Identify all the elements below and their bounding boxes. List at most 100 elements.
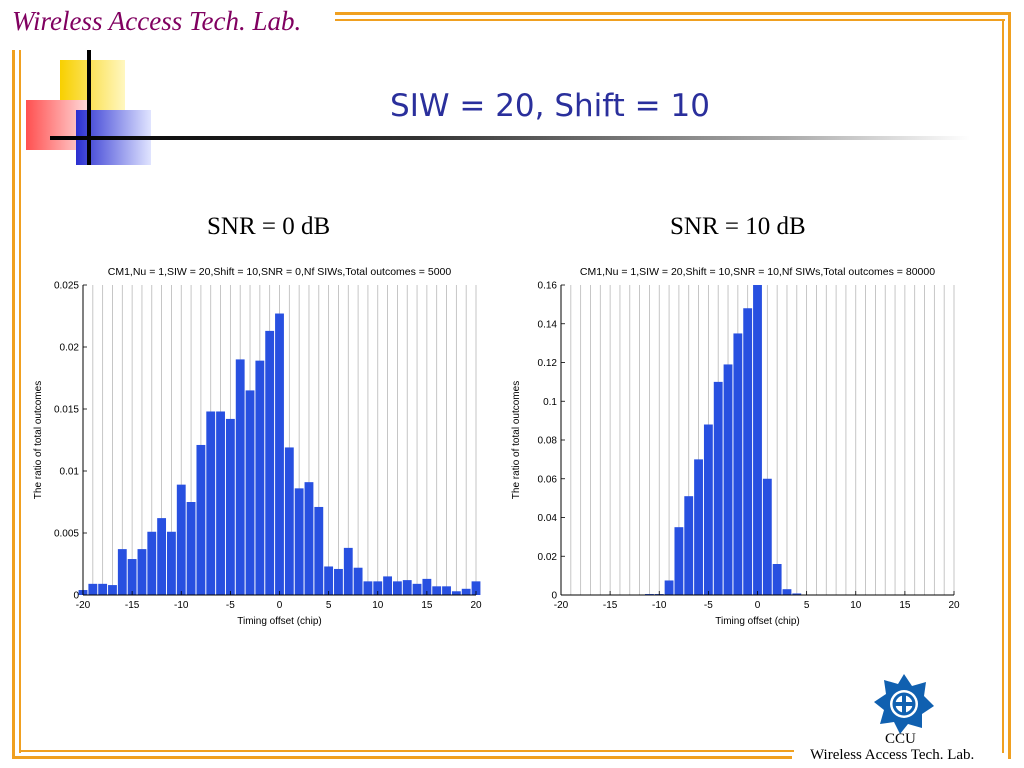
y-tick-label: 0 bbox=[551, 591, 557, 602]
histogram-bar bbox=[684, 496, 694, 595]
x-tick-label: 15 bbox=[421, 600, 433, 611]
x-tick-label: -5 bbox=[704, 600, 713, 611]
x-tick-label: -20 bbox=[76, 600, 91, 611]
y-tick-label: 0.02 bbox=[60, 343, 80, 354]
histogram-bar bbox=[461, 588, 471, 595]
x-tick-label: -10 bbox=[652, 600, 667, 611]
histogram-bar bbox=[664, 580, 674, 595]
histogram-bar bbox=[147, 531, 157, 595]
histogram-bar bbox=[314, 506, 324, 595]
histogram-bar bbox=[176, 484, 186, 595]
x-tick-label: 20 bbox=[470, 600, 482, 611]
y-tick-label: 0.02 bbox=[538, 552, 558, 563]
y-tick-label: 0.12 bbox=[538, 358, 558, 369]
histogram-bar bbox=[284, 447, 294, 595]
histogram-bar bbox=[743, 308, 753, 595]
y-tick-label: 0.01 bbox=[60, 467, 80, 478]
frame-bottom-line-outer bbox=[12, 756, 792, 759]
histogram-bar bbox=[383, 576, 392, 595]
histogram-bar bbox=[772, 564, 782, 595]
frame-right-line-inner bbox=[1002, 19, 1004, 753]
frame-bottom-line-inner bbox=[19, 750, 794, 752]
histogram-bar bbox=[117, 549, 127, 595]
histogram-snr-10: CM1,Nu = 1,SIW = 20,Shift = 10,SNR = 10,… bbox=[511, 266, 960, 627]
frame-left-line-inner bbox=[19, 50, 21, 753]
frame-right-line-outer bbox=[1008, 12, 1011, 759]
y-tick-label: 0 bbox=[73, 591, 79, 602]
histogram-bar bbox=[157, 518, 167, 595]
y-tick-label: 0.015 bbox=[54, 405, 79, 416]
histogram-bar bbox=[324, 566, 334, 595]
y-tick-label: 0.16 bbox=[538, 281, 558, 292]
histogram-bar bbox=[206, 411, 216, 595]
histogram-bar bbox=[392, 581, 402, 595]
right-panel-caption: SNR = 10 dB bbox=[670, 213, 806, 240]
histogram-bar bbox=[137, 549, 147, 595]
y-tick-label: 0.1 bbox=[543, 397, 557, 408]
histogram-bar bbox=[225, 418, 235, 595]
x-tick-label: 20 bbox=[948, 600, 960, 611]
y-axis-label: The ratio of total outcomes bbox=[511, 381, 522, 499]
histogram-bar bbox=[265, 330, 275, 595]
histogram-bar bbox=[694, 459, 703, 595]
histogram-bar bbox=[235, 359, 245, 595]
histogram-bar bbox=[255, 360, 265, 595]
chart-title: CM1,Nu = 1,SIW = 20,Shift = 10,SNR = 10,… bbox=[580, 266, 935, 278]
x-tick-label: -15 bbox=[125, 600, 140, 611]
x-tick-label: 0 bbox=[277, 600, 283, 611]
histogram-bar bbox=[363, 581, 373, 595]
footer-lab-name: Wireless Access Tech. Lab. bbox=[810, 747, 975, 763]
x-tick-label: -15 bbox=[603, 600, 618, 611]
histogram-bar bbox=[353, 567, 363, 595]
frame-left-line-outer bbox=[12, 50, 15, 759]
x-tick-label: -5 bbox=[226, 600, 235, 611]
x-tick-label: 10 bbox=[850, 600, 862, 611]
chart-title: CM1,Nu = 1,SIW = 20,Shift = 10,SNR = 0,N… bbox=[108, 266, 452, 278]
histogram-bar bbox=[412, 583, 422, 595]
histogram-bar bbox=[275, 313, 284, 595]
frame-top-line-outer bbox=[335, 12, 1011, 15]
y-tick-label: 0.14 bbox=[538, 319, 558, 330]
histogram-bar bbox=[88, 583, 98, 595]
title-underline bbox=[50, 136, 970, 140]
histogram-bar bbox=[98, 583, 108, 595]
x-axis-label: Timing offset (chip) bbox=[715, 616, 799, 627]
histogram-snr-0: CM1,Nu = 1,SIW = 20,Shift = 10,SNR = 0,N… bbox=[33, 266, 482, 627]
histogram-bar bbox=[127, 559, 137, 595]
histogram-bar bbox=[432, 586, 442, 595]
x-tick-label: 5 bbox=[326, 600, 332, 611]
histogram-bar bbox=[422, 578, 432, 595]
histogram-bar bbox=[674, 527, 684, 595]
x-axis-label: Timing offset (chip) bbox=[237, 616, 321, 627]
histogram-bar bbox=[343, 547, 353, 595]
slide-title: SIW = 20, Shift = 10 bbox=[390, 88, 710, 124]
decor-vertical-bar bbox=[87, 50, 91, 165]
histogram-bar bbox=[304, 482, 314, 595]
histogram-bar bbox=[373, 581, 383, 595]
histogram-bar bbox=[216, 411, 225, 595]
histogram-bar bbox=[108, 585, 117, 595]
frame-top-line-inner bbox=[335, 19, 1005, 21]
x-tick-label: -20 bbox=[554, 600, 569, 611]
histogram-bar bbox=[196, 444, 206, 595]
histogram-bar bbox=[186, 502, 196, 595]
histogram-bar bbox=[402, 580, 412, 595]
histogram-bar bbox=[762, 478, 772, 595]
histogram-bar bbox=[334, 568, 343, 595]
y-tick-label: 0.06 bbox=[538, 474, 558, 485]
x-tick-label: -10 bbox=[174, 600, 189, 611]
histogram-bar bbox=[471, 581, 481, 595]
ccu-emblem-icon bbox=[874, 674, 934, 734]
histogram-bar bbox=[451, 591, 461, 595]
histogram-bar bbox=[245, 390, 255, 595]
histogram-bar bbox=[703, 424, 713, 595]
histogram-bar bbox=[792, 593, 802, 595]
y-tick-label: 0.025 bbox=[54, 281, 79, 292]
histogram-bar bbox=[782, 589, 792, 595]
y-tick-label: 0.04 bbox=[538, 513, 558, 524]
histogram-bar bbox=[294, 488, 304, 595]
histogram-bar bbox=[442, 586, 451, 595]
lab-name-header: Wireless Access Tech. Lab. bbox=[12, 6, 302, 36]
x-tick-label: 15 bbox=[899, 600, 911, 611]
x-tick-label: 10 bbox=[372, 600, 384, 611]
